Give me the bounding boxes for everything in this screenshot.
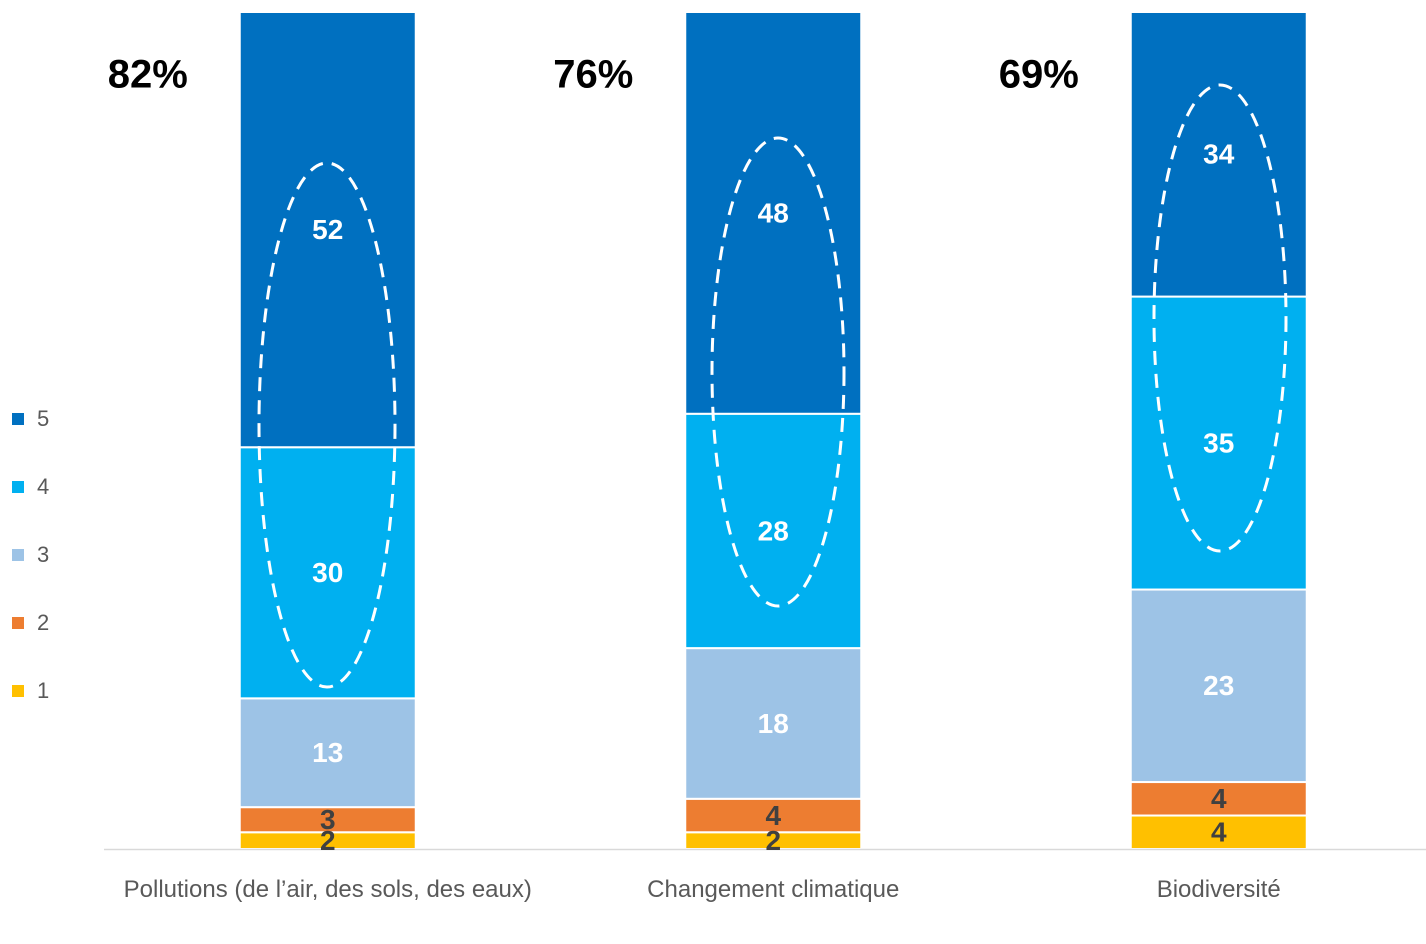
x-tick-label: Pollutions (de l’air, des sols, des eaux… (123, 876, 532, 903)
bars (238, 11, 1308, 851)
ellipse (710, 136, 846, 608)
data-label: 4 (1211, 783, 1227, 814)
legend-label: 5 (37, 406, 49, 431)
bar-segment (1129, 11, 1308, 298)
bar-segment (238, 11, 417, 449)
legend-swatch (12, 549, 24, 561)
highlight-ellipses (257, 83, 1288, 689)
data-label: 35 (1203, 427, 1234, 458)
data-label: 48 (758, 197, 789, 228)
data-label: 30 (312, 557, 343, 588)
legend-label: 2 (37, 610, 49, 635)
legend-swatch (12, 413, 24, 425)
annotation: 69% (999, 53, 1079, 97)
annotation: 82% (108, 53, 188, 97)
bar-segment (684, 11, 863, 415)
data-label: 2 (320, 825, 336, 856)
data-label: 52 (312, 214, 343, 245)
bar-segment (1129, 295, 1308, 591)
data-label: 3 (320, 804, 336, 835)
data-label: 18 (758, 708, 789, 739)
data-label: 23 (1203, 670, 1234, 701)
annotation: 76% (553, 53, 633, 97)
legend-swatch (12, 685, 24, 697)
legend-label: 1 (37, 678, 49, 703)
ellipse (1152, 83, 1288, 553)
legend-swatch (12, 481, 24, 493)
data-label: 34 (1203, 139, 1235, 170)
data-label: 4 (765, 800, 781, 831)
legend-label: 4 (37, 474, 49, 499)
bar-segment (684, 797, 863, 834)
x-tick-label: Biodiversité (1156, 876, 1281, 903)
bar-segment (1129, 588, 1308, 784)
x-tick-label: Changement climatique (647, 876, 900, 903)
legend-swatch (12, 617, 24, 629)
legend-label: 3 (37, 542, 49, 567)
bar-segment (238, 446, 417, 700)
data-label: 13 (312, 737, 343, 768)
data-label: 4 (1211, 817, 1227, 848)
bar-segment (1129, 781, 1308, 817)
bar-segment (238, 806, 417, 834)
data-label: 28 (758, 515, 789, 546)
data-label: 2 (765, 825, 781, 856)
bar-segment (684, 647, 863, 800)
ellipse (257, 161, 397, 689)
